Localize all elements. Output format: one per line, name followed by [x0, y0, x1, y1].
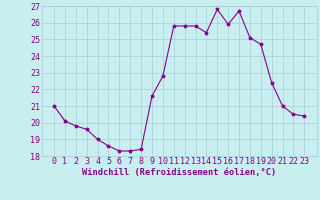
X-axis label: Windchill (Refroidissement éolien,°C): Windchill (Refroidissement éolien,°C) — [82, 168, 276, 177]
